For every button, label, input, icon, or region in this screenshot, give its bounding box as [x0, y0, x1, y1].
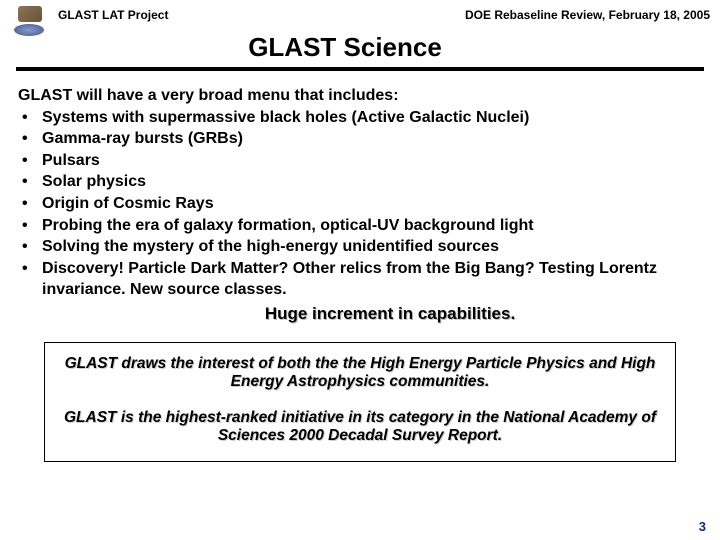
list-item: Gamma-ray bursts (GRBs) [18, 128, 702, 150]
header-left: GLAST LAT Project [58, 8, 168, 22]
callout-p2: GLAST is the highest-ranked initiative i… [55, 409, 665, 445]
list-item: Pulsars [18, 150, 702, 172]
list-item: Discovery! Particle Dark Matter? Other r… [18, 258, 702, 301]
list-item: Solar physics [18, 171, 702, 193]
list-item: Origin of Cosmic Rays [18, 193, 702, 215]
huge-increment-line: Huge increment in capabilities. [18, 303, 702, 326]
slide-title: GLAST Science [0, 32, 720, 63]
header-text-row: GLAST LAT Project DOE Rebaseline Review,… [58, 6, 710, 22]
glast-logo [10, 6, 50, 38]
list-item: Probing the era of galaxy formation, opt… [18, 215, 702, 237]
page-number: 3 [699, 519, 706, 534]
callout-p1: GLAST draws the interest of both the the… [55, 355, 665, 391]
list-item: Systems with supermassive black holes (A… [18, 107, 702, 129]
callout-box: GLAST draws the interest of both the the… [44, 342, 676, 462]
intro-line: GLAST will have a very broad menu that i… [18, 85, 702, 107]
header-right: DOE Rebaseline Review, February 18, 2005 [465, 8, 710, 22]
list-item: Solving the mystery of the high-energy u… [18, 236, 702, 258]
bullet-list: Systems with supermassive black holes (A… [18, 107, 702, 301]
slide-body: GLAST will have a very broad menu that i… [0, 71, 720, 326]
